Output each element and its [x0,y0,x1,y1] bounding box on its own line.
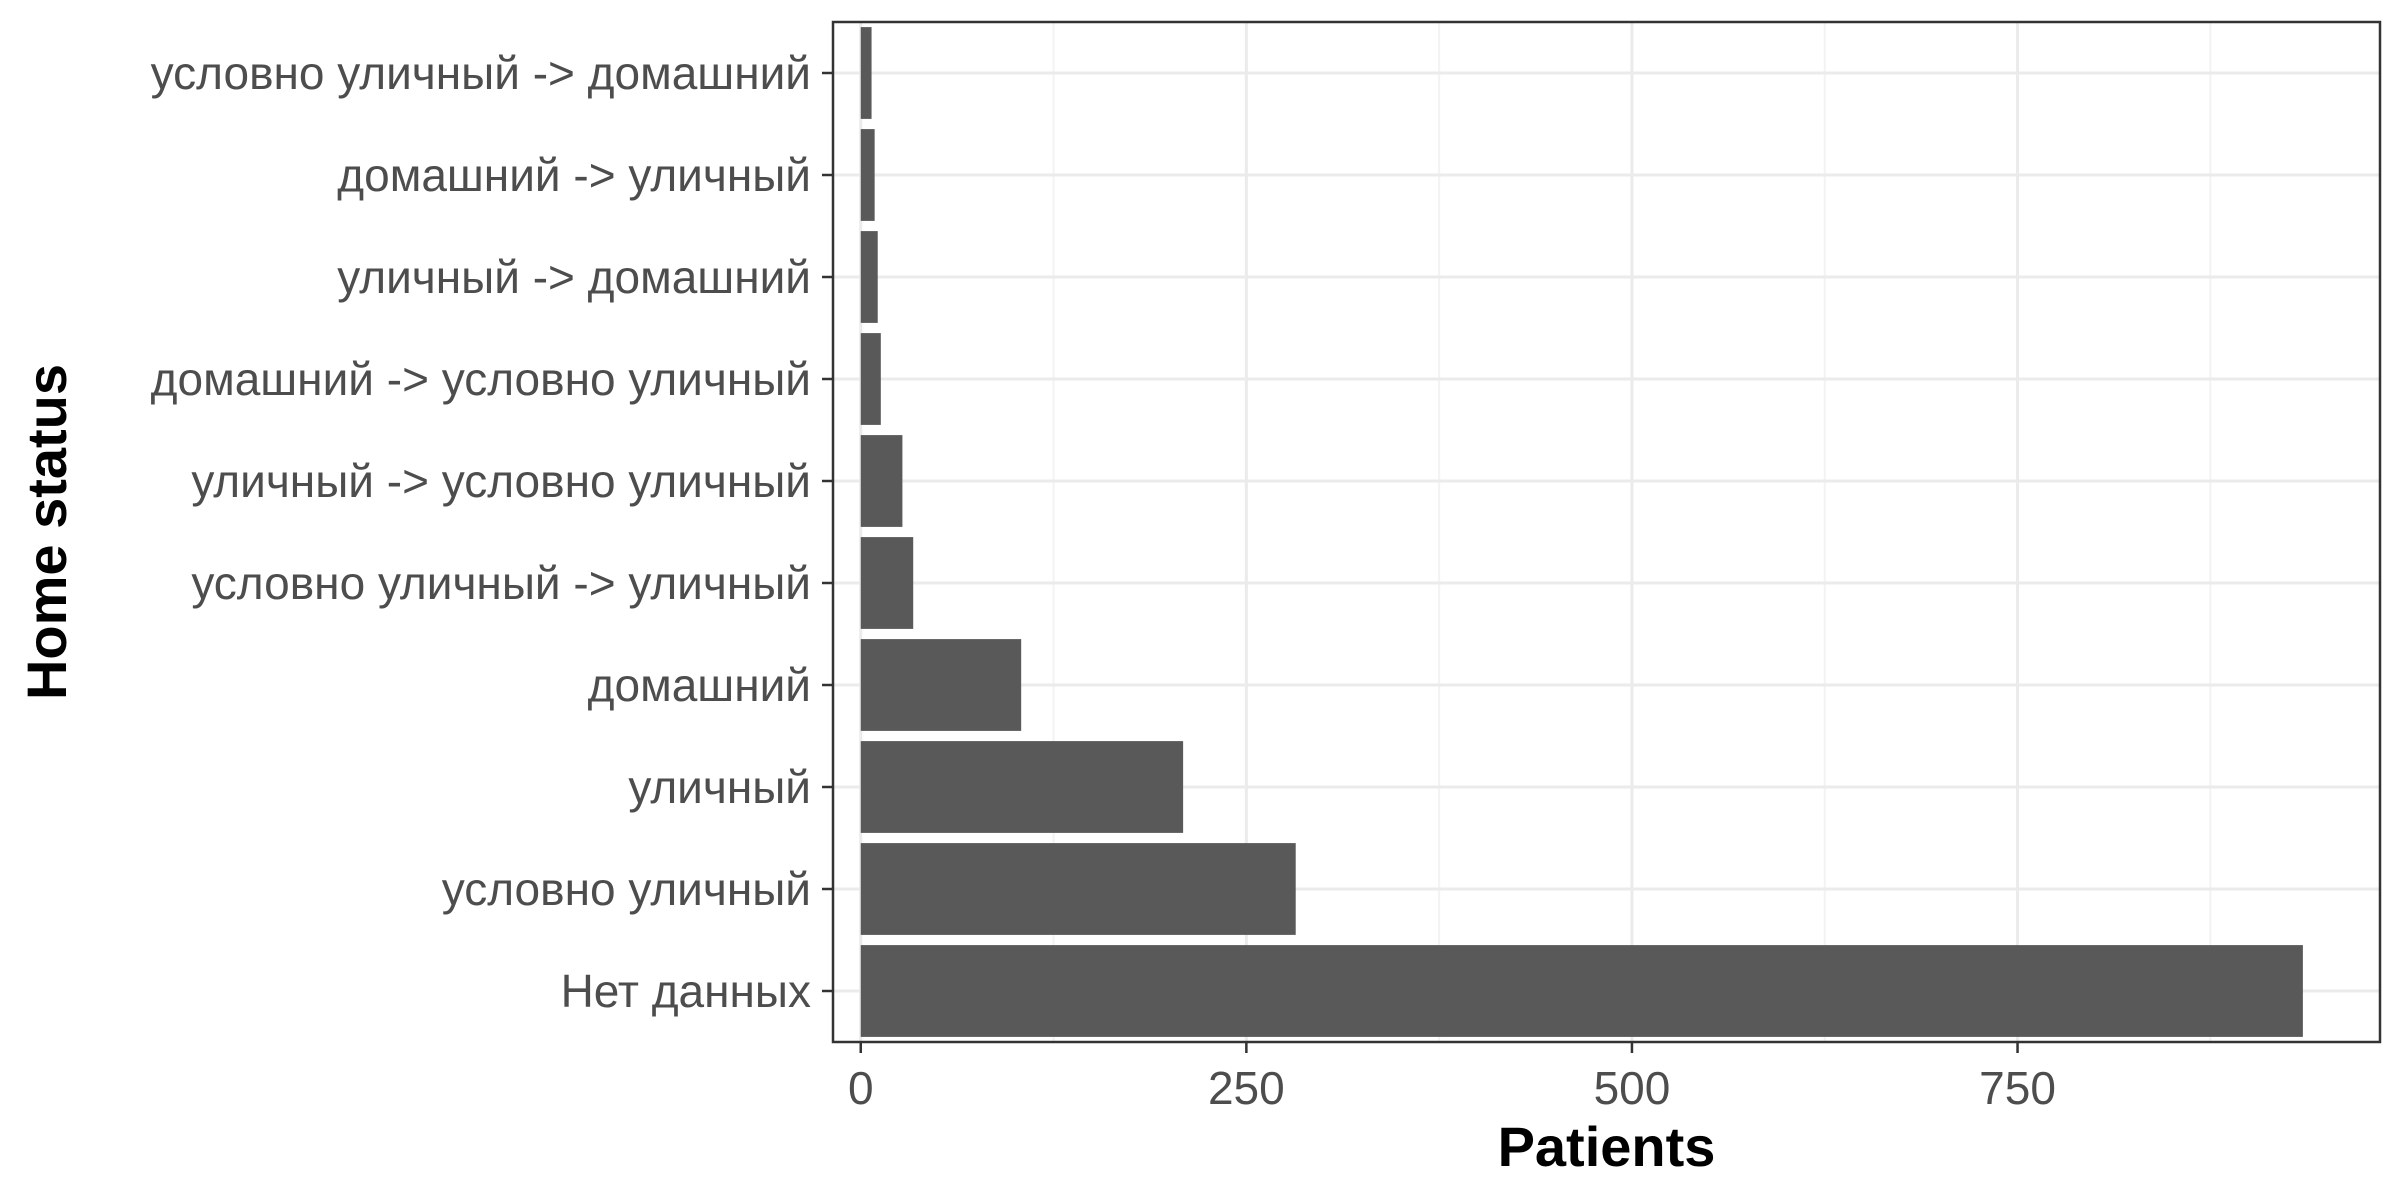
bar-уличный-условно-уличный [860,435,903,527]
x-tick-label: 750 [1979,1062,2056,1114]
y-axis-title: Home status [15,364,78,700]
x-tick-label: 500 [1594,1062,1671,1114]
bar-условно-уличный-домашний [860,27,872,119]
bars [860,27,2303,1037]
y-tick-label: уличный -> домашний [337,251,811,303]
y-tick-label: домашний -> уличный [337,149,811,201]
y-tick-label: условно уличный [442,863,811,915]
bar-домашний [860,639,1022,731]
y-tick-label: Нет данных [561,965,811,1017]
y-tick-label: условно уличный -> домашний [151,47,811,99]
bar-уличный-домашний [860,231,878,323]
x-axis-ticks: 0 250 500 750 [848,1042,2056,1114]
y-tick-label: условно уличный -> уличный [191,557,811,609]
x-tick-label: 0 [848,1062,874,1114]
y-tick-label: домашний [588,659,811,711]
bar-уличный [860,741,1184,833]
bar-домашний-условно-уличный [860,333,881,425]
y-tick-label: домашний -> условно уличный [151,353,811,405]
y-axis-ticks: Нет данных условно уличный уличный домашний… [151,47,833,1017]
bar-условно-уличный-уличный [860,537,914,629]
bar-домашний-уличный [860,129,875,221]
bar-нет-данных [860,945,2303,1037]
y-tick-label: уличный -> условно уличный [191,455,811,507]
bar-условно-уличный [860,843,1296,935]
x-tick-label: 250 [1208,1062,1285,1114]
y-tick-label: уличный [628,761,811,813]
x-axis-title: Patients [1498,1115,1716,1178]
plot-panel-border [831,20,2382,1044]
